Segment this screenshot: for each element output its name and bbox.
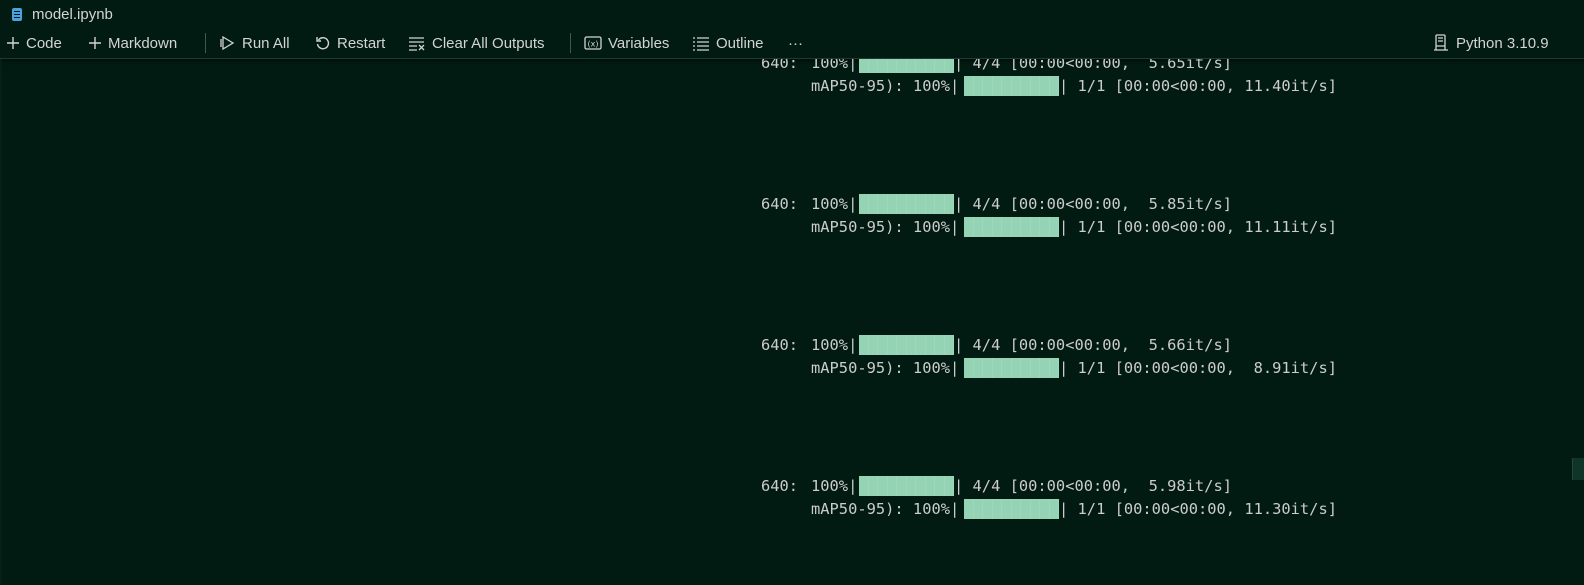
clear-all-outputs-button[interactable]: Clear All Outputs	[408, 28, 545, 58]
progress-percent: 100%|	[811, 477, 858, 495]
train-row: 85/100 1.41G 1.468 1.169 0.9598 96 640: …	[0, 474, 1232, 498]
plus-icon	[89, 37, 101, 49]
val-result-row: all 4 93 0.775 0.719 0.757 0.394	[0, 98, 37, 122]
notebook-toolbar: Code Markdown Run All Restart Clear All …	[0, 28, 1584, 59]
run-all-label: Run All	[242, 34, 290, 52]
tab-filename: model.ipynb	[32, 5, 113, 23]
variables-button[interactable]: (x) Variables	[584, 28, 669, 58]
plus-icon	[7, 37, 19, 49]
add-markdown-cell-button[interactable]: Markdown	[88, 28, 177, 58]
run-all-icon	[220, 35, 235, 51]
variables-icon: (x)	[584, 36, 602, 50]
progress-stats: | 4/4 [00:00<00:00, 5.66it/s]	[954, 336, 1232, 354]
toolbar-divider	[570, 33, 571, 53]
progress-stats: | 4/4 [00:00<00:00, 5.65it/s]	[954, 59, 1232, 72]
markdown-label: Markdown	[108, 34, 178, 52]
outline-label: Outline	[716, 34, 764, 52]
progress-stats: | 1/1 [00:00<00:00, 11.40it/s]	[1059, 77, 1337, 95]
kernel-icon	[1434, 34, 1448, 51]
editor-tab-bar: model.ipynb	[0, 0, 1584, 28]
val-col-map50-95: mAP50-95): 100%|	[811, 500, 960, 518]
progress-stats: | 4/4 [00:00<00:00, 5.85it/s]	[954, 195, 1232, 213]
kernel-picker[interactable]: Python 3.10.9	[1432, 28, 1549, 58]
val-col-map50-95: mAP50-95): 100%|	[811, 77, 960, 95]
progress-bar	[964, 499, 1059, 519]
progress-stats: | 1/1 [00:00<00:00, 11.11it/s]	[1059, 218, 1337, 236]
train-header-row: Epoch GPU_mem box_loss cls_loss dfl_loss…	[0, 309, 37, 333]
cell-output: 82/100 1.34G 1.367 1.101 0.9351 159 640:…	[0, 59, 1584, 585]
editor-tab[interactable]: model.ipynb	[12, 3, 113, 25]
val-col-map50-95: mAP50-95): 100%|	[811, 218, 960, 236]
cell-gutter	[0, 59, 2, 585]
val-result-row: all 4 93 0.775 0.719 0.757 0.394	[0, 380, 37, 404]
train-header-row: Epoch GPU_mem box_loss cls_loss dfl_loss…	[0, 450, 37, 474]
val-header-row: Class Images Instances Box(P R mAP50 mAP…	[0, 215, 1337, 239]
size-value: 640:	[761, 336, 799, 354]
progress-percent: 100%|	[811, 59, 858, 72]
kernel-label: Python 3.10.9	[1456, 34, 1549, 52]
progress-bar	[859, 335, 954, 355]
size-value: 640:	[761, 477, 799, 495]
clear-outputs-icon	[409, 37, 425, 51]
val-result-row: all 4 93 0.775 0.719 0.757 0.394	[0, 521, 37, 545]
scrollbar-thumb[interactable]	[1572, 458, 1584, 480]
progress-bar	[964, 217, 1059, 237]
val-col-map50-95: mAP50-95): 100%|	[811, 359, 960, 377]
notebook-file-icon	[12, 7, 22, 21]
val-header-row: Class Images Instances Box(P R mAP50 mAP…	[0, 356, 1337, 380]
outline-icon	[693, 37, 709, 51]
train-row: 83/100 1.34G 1.494 1.152 0.9002 263 640:…	[0, 192, 1232, 216]
progress-stats: | 1/1 [00:00<00:00, 11.30it/s]	[1059, 500, 1337, 518]
size-value: 640:	[761, 195, 799, 213]
svg-text:(x): (x)	[588, 40, 599, 49]
progress-bar	[859, 59, 954, 73]
progress-percent: 100%|	[811, 195, 858, 213]
code-label: Code	[26, 34, 62, 52]
train-row: 84/100 1.41G 1.394 1.077 0.9318 67 640: …	[0, 333, 1232, 357]
progress-percent: 100%|	[811, 336, 858, 354]
variables-label: Variables	[608, 34, 670, 52]
restart-icon	[316, 37, 330, 50]
progress-bar	[964, 76, 1059, 96]
val-result-row: all 4 93 0.775 0.719 0.757 0.394	[0, 239, 37, 263]
size-value: 640:	[761, 59, 799, 72]
progress-bar	[859, 476, 954, 496]
add-code-cell-button[interactable]: Code	[6, 28, 62, 58]
progress-stats: | 4/4 [00:00<00:00, 5.98it/s]	[954, 477, 1232, 495]
more-icon: ···	[788, 34, 803, 52]
progress-bar	[964, 358, 1059, 378]
train-row: 82/100 1.34G 1.367 1.101 0.9351 159 640:…	[0, 59, 1232, 75]
progress-stats: | 1/1 [00:00<00:00, 8.91it/s]	[1059, 359, 1337, 377]
restart-label: Restart	[337, 34, 386, 52]
run-all-button[interactable]: Run All	[220, 28, 290, 58]
more-actions-button[interactable]: ···	[788, 28, 803, 58]
clear-outputs-label: Clear All Outputs	[432, 34, 545, 52]
restart-button[interactable]: Restart	[315, 28, 385, 58]
val-header-row: Class Images Instances Box(P R mAP50 mAP…	[0, 497, 1337, 521]
train-header-row: Epoch GPU_mem box_loss cls_loss dfl_loss…	[0, 168, 37, 192]
toolbar-divider	[205, 33, 206, 53]
val-header-row: Class Images Instances Box(P R mAP50 mAP…	[0, 74, 1337, 98]
progress-bar	[859, 194, 954, 214]
outline-button[interactable]: Outline	[692, 28, 764, 58]
